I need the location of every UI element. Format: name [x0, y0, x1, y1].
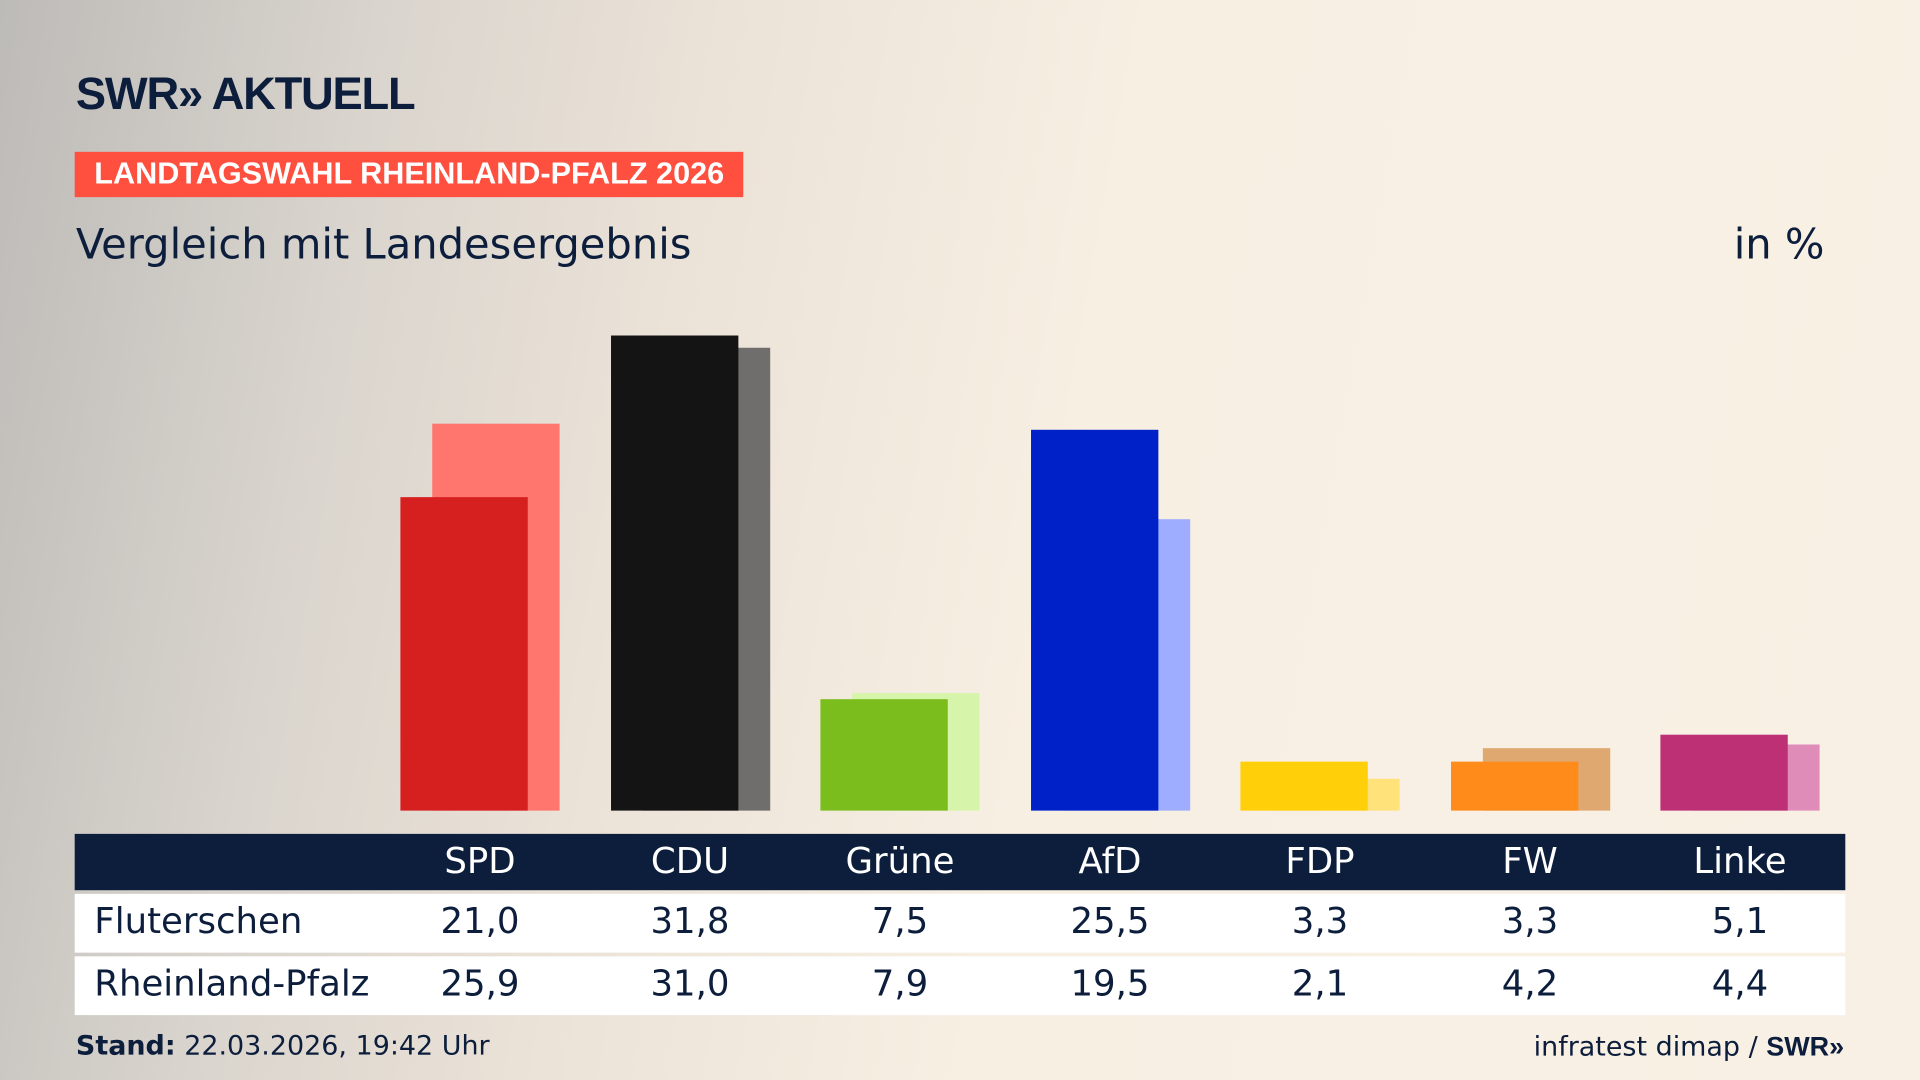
- value-label: 7,5: [871, 900, 929, 942]
- unit-label: in %: [1733, 220, 1825, 270]
- value-label: 25,9: [440, 962, 520, 1005]
- party-label: CDU: [650, 840, 730, 882]
- bar-spd-local: [400, 496, 528, 811]
- bar-fw-local: [1450, 761, 1578, 811]
- source-label: infratest dimap /: [1533, 1032, 1758, 1063]
- bar-afd-local: [1030, 429, 1158, 811]
- value-label: 31,8: [650, 900, 730, 942]
- value-label: 7,9: [871, 962, 929, 1005]
- value-label: 3,3: [1501, 900, 1559, 942]
- results-table: SPD CDU Grüne AfD FDP FW Linke Fluterschen 21,…: [74, 833, 1846, 1016]
- timestamp: Stand: 22.03.2026, 19:42 Uhr: [76, 1031, 490, 1062]
- party-label: FW: [1502, 840, 1558, 882]
- table-row: Rheinland-Pfalz 25,9 31,0 7,9 19,5 2,1 4,2 4,4: [74, 956, 1846, 1016]
- value-label: 31,0: [650, 962, 730, 1005]
- election-badge: LANDTAGSWAHL RHEINLAND-PFALZ 2026: [74, 151, 744, 198]
- party-label: FDP: [1285, 840, 1355, 882]
- swr-footer-logo: SWR»: [1766, 1031, 1845, 1062]
- value-label: 21,0: [440, 900, 520, 942]
- chart-subtitle: Vergleich mit Landesergebnis: [75, 220, 692, 270]
- bar-fdp-local: [1240, 761, 1368, 811]
- stand-value: 22.03.2026, 19:42 Uhr: [184, 1031, 490, 1062]
- value-label: 19,5: [1070, 962, 1150, 1005]
- party-label: Grüne: [845, 840, 955, 882]
- table-header: SPD CDU Grüne AfD FDP FW Linke: [74, 833, 1846, 891]
- value-label: 2,1: [1291, 962, 1349, 1005]
- party-label: SPD: [444, 840, 516, 882]
- stand-label: Stand:: [75, 1031, 176, 1062]
- source: infratest dimap / SWR»: [1534, 1031, 1844, 1063]
- row-label: Rheinland-Pfalz: [94, 962, 370, 1005]
- bar-cdu-local: [610, 335, 738, 811]
- value-label: 4,4: [1711, 962, 1769, 1005]
- value-label: 4,2: [1501, 962, 1559, 1005]
- party-label: AfD: [1078, 840, 1142, 882]
- table-row: Fluterschen 21,0 31,8 7,5 25,5 3,3 3,3 5,1: [74, 893, 1846, 953]
- party-label: Linke: [1693, 840, 1787, 882]
- swr-aktuell-logo: SWR» AKTUELL: [75, 68, 416, 119]
- row-label: Fluterschen: [94, 900, 303, 942]
- value-label: 25,5: [1070, 900, 1150, 942]
- value-label: 3,3: [1291, 900, 1349, 942]
- value-label: 5,1: [1711, 900, 1769, 942]
- bar-grüne-local: [820, 698, 948, 811]
- bar-linke-local: [1660, 734, 1788, 811]
